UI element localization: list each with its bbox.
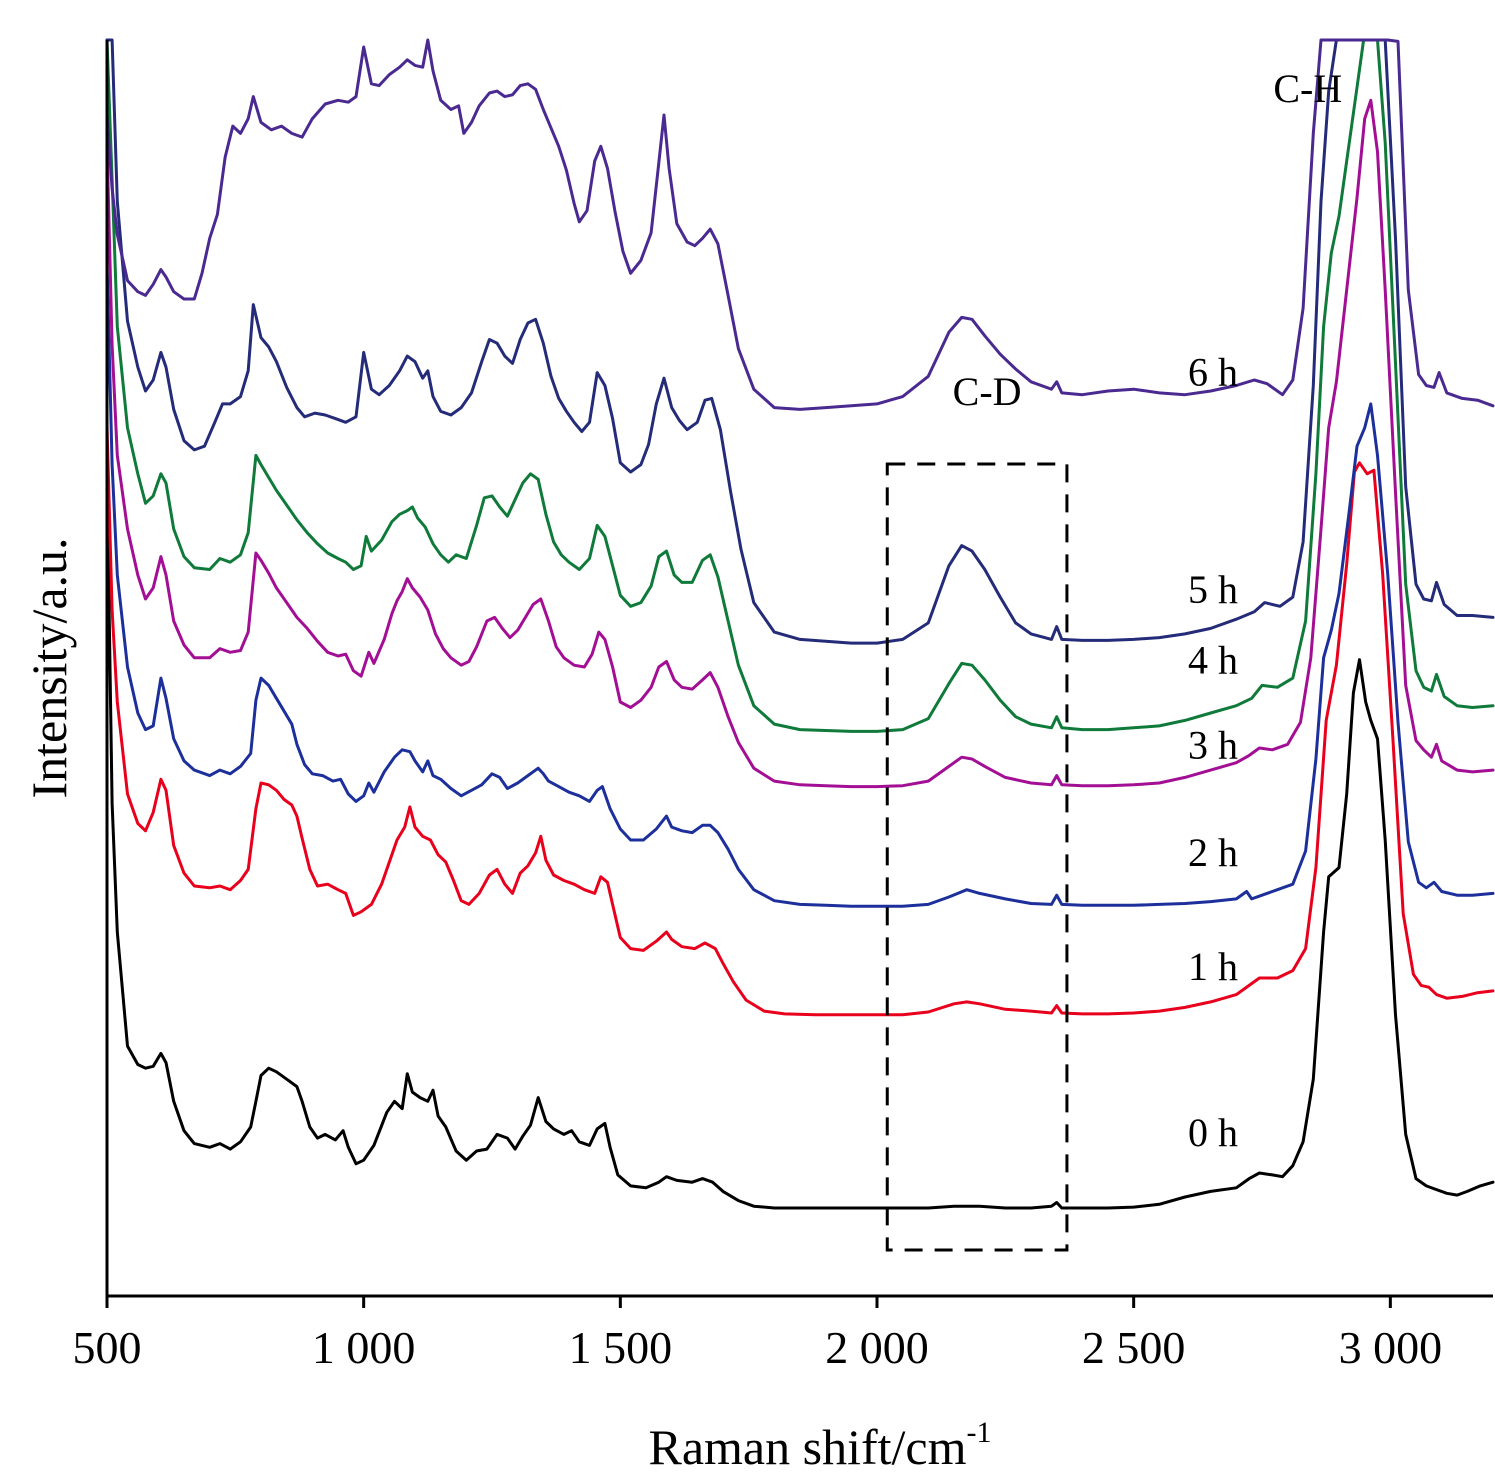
- x-ticks: 500 1 000 1 500 2 000 2 500 3 000: [73, 1296, 1443, 1373]
- series-label-4h: 4 h: [1188, 637, 1238, 682]
- cd-region-label: C-D: [953, 369, 1022, 414]
- series-label-3h: 3 h: [1188, 723, 1238, 768]
- spectrum-line-1h: [105, 424, 1495, 1017]
- series-label-6h: 6 h: [1188, 349, 1238, 394]
- cd-region: C-D: [885, 369, 1069, 1252]
- x-tick-label: 2 500: [1082, 1322, 1186, 1373]
- y-axis-title: Intensity/a.u.: [21, 537, 77, 798]
- spectrum-line-6h: [105, 38, 1495, 411]
- spectra-group: [105, 38, 1495, 1210]
- ch-peak-label: C-H: [1273, 66, 1342, 111]
- x-tick-label: 3 000: [1339, 1322, 1443, 1373]
- series-label-0h: 0 h: [1188, 1110, 1238, 1155]
- spectrum-line-0h: [105, 470, 1495, 1210]
- spectrum-line-3h: [105, 98, 1495, 789]
- x-tick-label: 2 000: [825, 1322, 929, 1373]
- cd-region-box: [885, 462, 1069, 1252]
- x-axis-title-superscript: -1: [967, 1416, 992, 1449]
- series-label-5h: 5 h: [1188, 567, 1238, 612]
- axes: 500 1 000 1 500 2 000 2 500 3 000: [73, 40, 1493, 1373]
- series-labels: 0 h 1 h 2 h 3 h 4 h 5 h 6 h: [1188, 349, 1238, 1155]
- x-axis-title: Raman shift/cm-1: [649, 1416, 992, 1475]
- x-tick-label: 1 500: [569, 1322, 673, 1373]
- spectrum-line-5h: [105, 38, 1495, 645]
- series-label-1h: 1 h: [1188, 944, 1238, 989]
- x-tick-label: 500: [73, 1322, 142, 1373]
- x-tick-label: 1 000: [312, 1322, 416, 1373]
- x-axis-title-text: Raman shift/cm: [649, 1419, 967, 1475]
- series-label-2h: 2 h: [1188, 830, 1238, 875]
- spectrum-line-4h: [105, 38, 1495, 733]
- spectrum-line-2h: [105, 260, 1495, 908]
